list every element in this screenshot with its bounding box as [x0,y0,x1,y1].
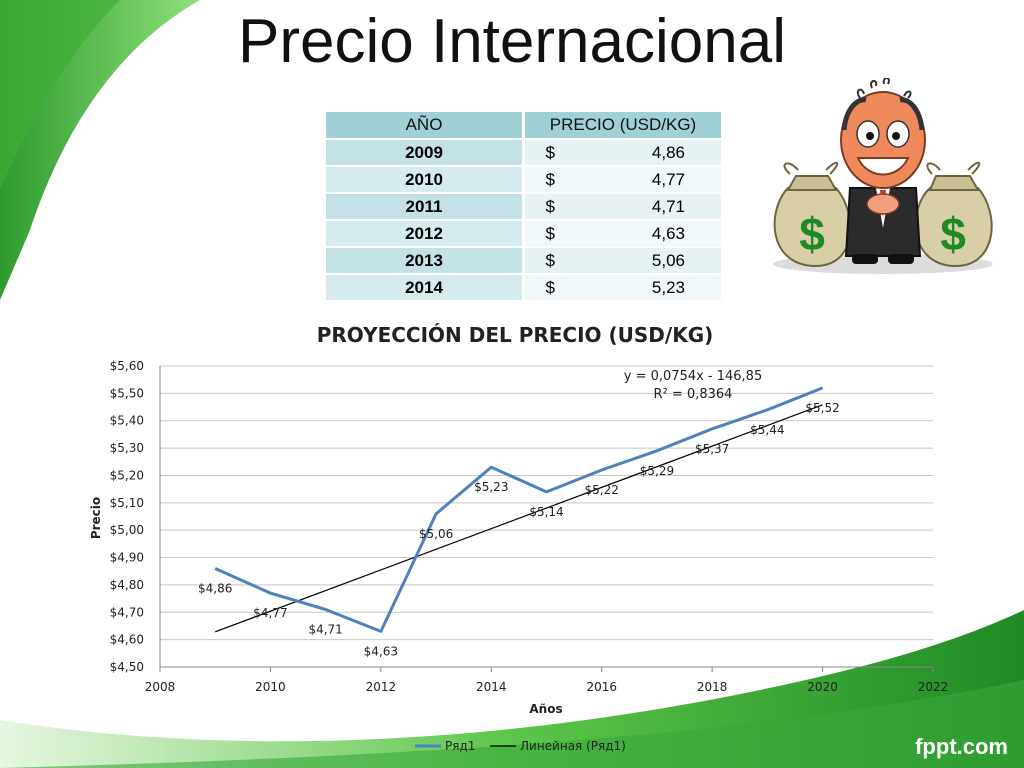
price-cell: $4,86 [525,140,721,165]
x-tick-label: 2018 [697,680,728,694]
data-label: $4,63 [364,644,398,658]
data-labels: $4,86 $4,77 $4,71 $4,63 $5,06 $5,23 $5,14 $5,22… [198,401,840,659]
x-tick-label: 2022 [918,680,949,694]
year-cell: 2012 [326,221,525,246]
chart-axes [159,366,934,672]
table-row: 2010 $4,77 [326,167,721,192]
y-tick-label: $5,30 [110,441,144,455]
data-label: $5,14 [529,505,563,519]
year-cell: 2014 [326,275,525,300]
data-label: $4,71 [308,623,342,637]
data-label: $5,52 [805,401,839,415]
price-value: 4,86 [651,142,685,162]
price-value: 4,77 [651,169,685,189]
x-tick-label: 2014 [476,680,507,694]
year-cell: 2011 [326,194,525,219]
currency-symbol: $ [545,142,555,162]
y-axis-label: Precio [89,497,103,539]
chart-gridlines [160,365,933,641]
x-tick-label: 2012 [366,680,397,694]
table-row: 2013 $5,06 [326,248,721,273]
y-tick-label: $4,60 [110,633,144,647]
price-cell: $5,23 [525,275,721,300]
price-cell: $5,06 [525,248,721,273]
businessman [840,78,926,264]
y-tick-label: $4,90 [110,551,144,565]
dollar-sign: $ [940,208,966,260]
dollar-sign: $ [799,208,825,260]
year-cell: 2013 [326,248,525,273]
data-label: $5,23 [474,480,508,494]
table-row: 2012 $4,63 [326,221,721,246]
x-tick-label: 2010 [255,680,286,694]
price-value: 4,71 [651,196,685,216]
chart-legend: Ряд1 Линейная (Ряд1) [415,739,626,753]
y-tick-label: $5,50 [110,386,144,400]
year-cell: 2010 [326,167,525,192]
currency-symbol: $ [545,223,555,243]
data-label: $5,44 [750,423,784,437]
y-tick-label: $4,50 [110,660,144,674]
businessman-money-bags-illustration: $ $ [773,78,993,274]
money-bag-right: $ [914,161,993,268]
price-value: 4,63 [651,223,685,243]
series-ryad1 [214,386,824,633]
y-axis-tick-labels: $4,50 $4,60 $4,70 $4,80 $4,90 $5,00 $5,10 $5,20… [110,359,144,674]
table-row: 2009 $4,86 [326,140,721,165]
y-tick-label: $5,00 [110,523,144,537]
y-tick-label: $4,80 [110,578,144,592]
data-label: $5,22 [585,483,619,497]
price-table: AÑO PRECIO (USD/KG) 2009 $4,86 2010 $4,7… [326,110,721,302]
legend-label-series: Ряд1 [445,739,475,753]
x-tick-label: 2020 [807,680,838,694]
price-cell: $4,71 [525,194,721,219]
chart-title: PROYECCIÓN DEL PRECIO (USD/KG) [317,323,714,347]
y-tick-label: $5,40 [110,414,144,428]
money-bag-left: $ [773,161,852,268]
x-axis-tick-labels: 2008 2010 2012 2014 2016 2018 2020 2022 [145,680,949,694]
y-tick-label: $5,20 [110,468,144,482]
y-tick-label: $5,60 [110,359,144,373]
price-cell: $4,77 [525,167,721,192]
legend-label-trendline: Линейная (Ряд1) [520,739,626,753]
currency-symbol: $ [545,196,555,216]
trendline-r-squared: R² = 0,8364 [654,387,733,402]
table-header-price: PRECIO (USD/KG) [525,112,721,138]
series-line [214,386,824,633]
data-label: $5,37 [695,442,729,456]
data-label: $5,29 [640,464,674,478]
table-header-year: AÑO [326,112,525,138]
price-cell: $4,63 [525,221,721,246]
year-cell: 2009 [326,140,525,165]
fppt-logo: fppt.com [915,734,1008,759]
slide-title: Precio Internacional [238,7,786,76]
trendline [215,404,823,633]
x-axis-label: Años [529,702,562,716]
currency-symbol: $ [545,169,555,189]
trendline-equation: y = 0,0754x - 146,85 [624,369,762,384]
data-label: $4,86 [198,581,232,595]
price-value: 5,23 [651,277,685,297]
y-tick-label: $4,70 [110,605,144,619]
trendline-line [215,404,823,633]
currency-symbol: $ [545,250,555,270]
x-tick-label: 2016 [586,680,617,694]
table-row: 2011 $4,71 [326,194,721,219]
y-tick-label: $5,10 [110,496,144,510]
data-label: $4,77 [253,606,287,620]
table-row: 2014 $5,23 [326,275,721,300]
currency-symbol: $ [545,277,555,297]
x-tick-label: 2008 [145,680,176,694]
price-value: 5,06 [651,250,685,270]
data-label: $5,06 [419,527,453,541]
